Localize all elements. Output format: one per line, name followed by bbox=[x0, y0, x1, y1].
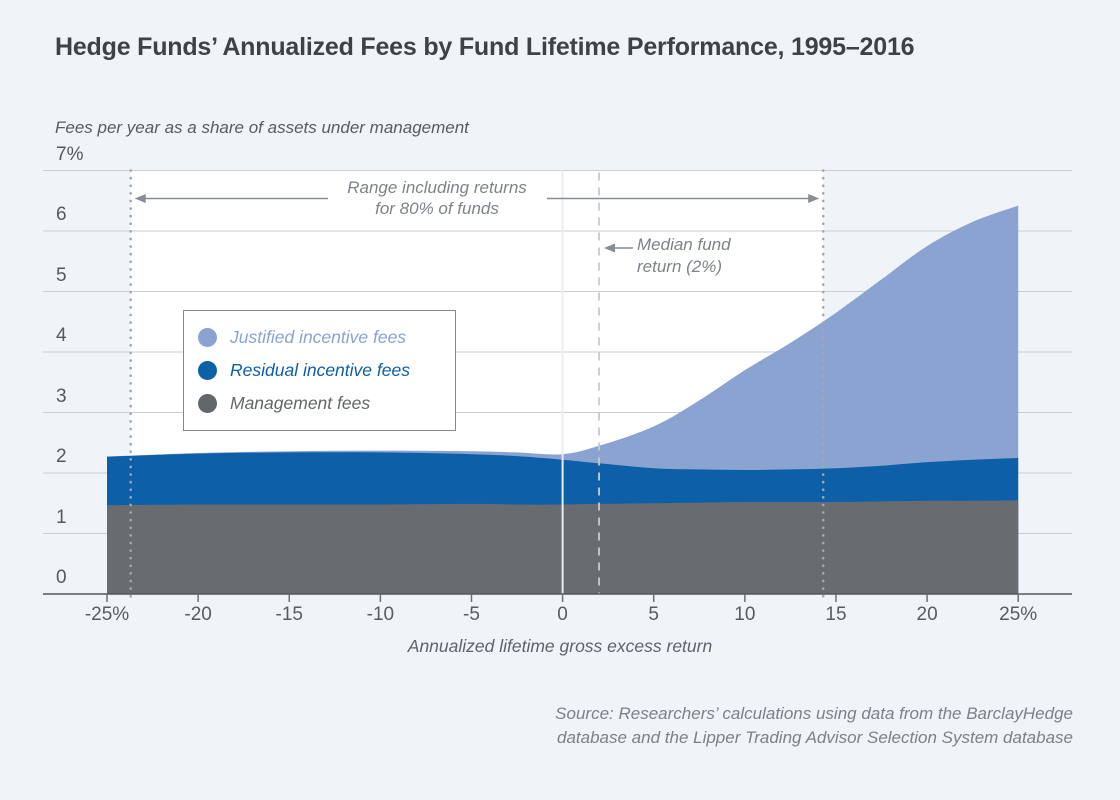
y-tick-label-1: 1 bbox=[56, 506, 67, 528]
legend-item-justified-incentive-fees: Justified incentive fees bbox=[198, 327, 455, 348]
legend-swatch-icon bbox=[198, 328, 217, 347]
x-tick-label--15: -15 bbox=[275, 604, 303, 625]
x-tick-label-10: 10 bbox=[734, 604, 756, 625]
y-tick-label-0: 0 bbox=[56, 567, 67, 588]
x-tick-label--10: -10 bbox=[366, 604, 395, 625]
median-arrow-head-icon bbox=[604, 243, 616, 253]
legend-label: Justified incentive fees bbox=[230, 327, 407, 347]
median-annotation-line1: Median fund bbox=[637, 235, 731, 254]
range-80pct-annotation: Range including returns for 80% of funds bbox=[302, 177, 572, 219]
source-line2: database and the Lipper Trading Advisor … bbox=[557, 728, 1073, 747]
range-arrow-right-head-icon bbox=[808, 194, 820, 203]
x-tick-label--5: -5 bbox=[463, 604, 480, 625]
x-tick-label-0: 0 bbox=[557, 604, 568, 625]
x-tick-label-15: 15 bbox=[825, 604, 847, 625]
range-annotation-line2: for 80% of funds bbox=[375, 199, 499, 218]
chart-legend: Justified incentive fees Residual incenti… bbox=[183, 310, 456, 431]
page-title: Hedge Funds’ Annualized Fees by Fund Lif… bbox=[55, 33, 915, 61]
y-tick-label-6: 6 bbox=[56, 204, 67, 225]
range-annotation-line1: Range including returns bbox=[347, 178, 527, 197]
legend-label: Residual incentive fees bbox=[230, 360, 410, 380]
y-tick-label-2: 2 bbox=[56, 446, 67, 467]
source-note: Source: Researchers’ calculations using … bbox=[420, 702, 1073, 750]
x-axis-title: Annualized lifetime gross excess return bbox=[407, 636, 713, 656]
y-tick-label-4: 4 bbox=[56, 325, 67, 346]
y-tick-label-3: 3 bbox=[56, 385, 67, 407]
y-axis-description: Fees per year as a share of assets under… bbox=[55, 118, 469, 137]
y-tick-label-7: 7% bbox=[56, 143, 84, 165]
x-tick-label-5: 5 bbox=[648, 604, 659, 625]
range-arrow-left-head-icon bbox=[134, 194, 146, 203]
legend-label: Management fees bbox=[230, 393, 371, 413]
x-tick-label--20: -20 bbox=[184, 604, 212, 625]
legend-swatch-icon bbox=[198, 394, 217, 413]
source-line1: Source: Researchers’ calculations using … bbox=[555, 704, 1073, 723]
y-tick-label-5: 5 bbox=[56, 264, 67, 286]
x-tick-label-25: 25% bbox=[999, 604, 1038, 625]
median-return-annotation: Median fund return (2%) bbox=[637, 234, 731, 278]
legend-item-management-fees: Management fees bbox=[198, 393, 455, 414]
legend-item-residual-incentive-fees: Residual incentive fees bbox=[198, 360, 455, 381]
x-tick-label-20: 20 bbox=[916, 604, 938, 625]
x-tick-label--25: -25% bbox=[84, 604, 130, 625]
median-annotation-line2: return (2%) bbox=[637, 257, 723, 276]
legend-swatch-icon bbox=[198, 361, 217, 380]
